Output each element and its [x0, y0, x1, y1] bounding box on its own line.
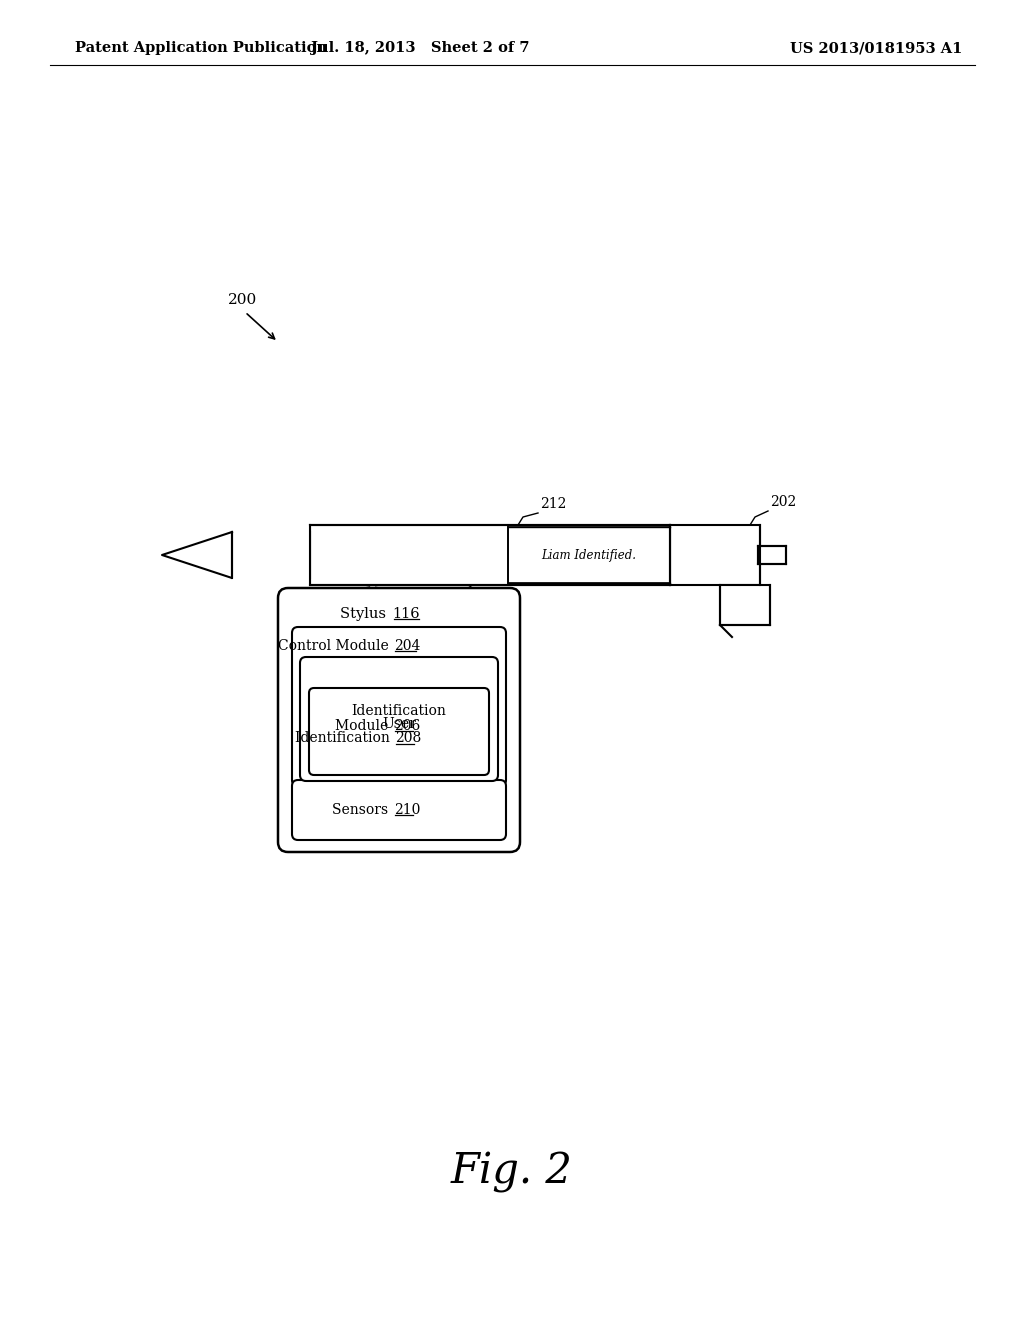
Text: 200: 200	[228, 293, 257, 308]
Text: Control Module: Control Module	[278, 639, 393, 653]
Bar	[670, 525, 760, 585]
FancyBboxPatch shape	[309, 688, 489, 775]
Bar	[508, 527, 670, 583]
Text: Identification: Identification	[351, 704, 446, 718]
Text: Sensors: Sensors	[333, 803, 393, 817]
FancyBboxPatch shape	[292, 780, 506, 840]
Text: Stylus: Stylus	[340, 607, 391, 620]
Text: Patent Application Publication: Patent Application Publication	[75, 41, 327, 55]
FancyBboxPatch shape	[278, 587, 520, 851]
Text: Jul. 18, 2013   Sheet 2 of 7: Jul. 18, 2013 Sheet 2 of 7	[310, 41, 529, 55]
Text: 202: 202	[770, 495, 797, 510]
Text: 210: 210	[394, 803, 421, 817]
Text: Fig. 2: Fig. 2	[451, 1151, 573, 1193]
Text: 208: 208	[395, 731, 421, 746]
FancyBboxPatch shape	[300, 657, 498, 781]
Polygon shape	[232, 525, 310, 585]
Text: Identification: Identification	[295, 731, 394, 746]
Bar	[310, 525, 670, 585]
FancyBboxPatch shape	[292, 627, 506, 785]
Bar	[720, 585, 770, 624]
Text: 206: 206	[394, 719, 420, 733]
Bar	[758, 546, 786, 564]
Text: User: User	[382, 717, 416, 730]
Text: 212: 212	[540, 498, 566, 511]
Text: Module: Module	[336, 719, 393, 733]
Text: Liam Identified.: Liam Identified.	[542, 549, 637, 561]
Polygon shape	[162, 532, 232, 578]
Text: US 2013/0181953 A1: US 2013/0181953 A1	[790, 41, 963, 55]
Text: 204: 204	[394, 639, 421, 653]
Bar	[232, 532, 310, 578]
Text: 116: 116	[392, 607, 420, 620]
